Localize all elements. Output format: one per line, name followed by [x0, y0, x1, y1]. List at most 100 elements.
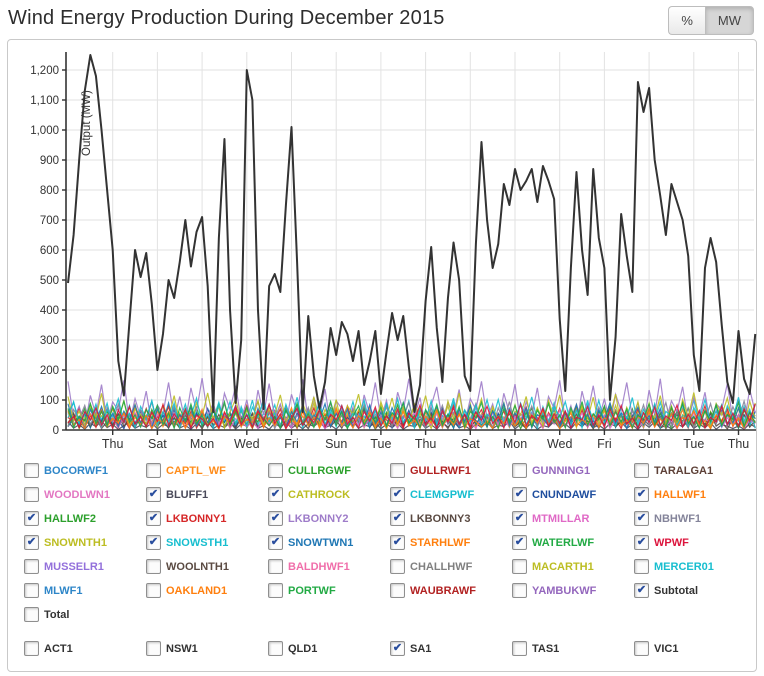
- checkbox-LKBONNY1[interactable]: ✔: [146, 511, 161, 526]
- farm-legend-item-CAPTL_WF[interactable]: CAPTL_WF: [146, 460, 264, 481]
- checkbox-SNOWTWN1[interactable]: ✔: [268, 535, 283, 550]
- checkbox-ACT1[interactable]: [24, 641, 39, 656]
- farm-legend-item-WOOLNTH1[interactable]: WOOLNTH1: [146, 556, 264, 577]
- farm-legend-item-BOCORWF1[interactable]: BOCORWF1: [24, 460, 142, 481]
- farm-legend-item-MTMILLAR[interactable]: ✔ MTMILLAR: [512, 508, 630, 529]
- farm-legend-item-CATHROCK[interactable]: ✔ CATHROCK: [268, 484, 386, 505]
- region-legend-item-QLD1[interactable]: QLD1: [268, 638, 386, 659]
- checkbox-LKBONNY3[interactable]: ✔: [390, 511, 405, 526]
- farm-legend-item-Total[interactable]: Total: [24, 604, 142, 625]
- legend-label: GULLRWF1: [410, 464, 471, 477]
- checkbox-NSW1[interactable]: [146, 641, 161, 656]
- checkbox-SNOWNTH1[interactable]: ✔: [24, 535, 39, 550]
- checkbox-CAPTL_WF[interactable]: [146, 463, 161, 478]
- checkbox-Subtotal[interactable]: ✔: [634, 583, 649, 598]
- farm-legend-item-CLEMGPWF[interactable]: ✔ CLEMGPWF: [390, 484, 508, 505]
- checkbox-CLEMGPWF[interactable]: ✔: [390, 487, 405, 502]
- farm-legend-item-WPWF[interactable]: ✔ WPWF: [634, 532, 752, 553]
- legend-label: MUSSELR1: [44, 560, 104, 573]
- checkbox-SA1[interactable]: ✔: [390, 641, 405, 656]
- checkbox-WOOLNTH1[interactable]: [146, 559, 161, 574]
- percent-toggle-button[interactable]: %: [668, 6, 705, 35]
- legend-label: SNOWSTH1: [166, 536, 229, 549]
- farm-legend-item-BALDHWF1[interactable]: BALDHWF1: [268, 556, 386, 577]
- legend-label: WPWF: [654, 536, 689, 549]
- checkbox-HALLWF1[interactable]: ✔: [634, 487, 649, 502]
- checkbox-WAUBRAWF[interactable]: [390, 583, 405, 598]
- checkbox-BLUFF1[interactable]: ✔: [146, 487, 161, 502]
- checkbox-TARALGA1[interactable]: [634, 463, 649, 478]
- checkbox-MERCER01[interactable]: [634, 559, 649, 574]
- region-legend-item-TAS1[interactable]: TAS1: [512, 638, 630, 659]
- farm-legend-item-LKBONNY3[interactable]: ✔ LKBONNY3: [390, 508, 508, 529]
- checkbox-Total[interactable]: [24, 607, 39, 622]
- y-tick-label: 800: [40, 185, 59, 197]
- legend-label: BOCORWF1: [44, 464, 108, 477]
- checkbox-NBHWF1[interactable]: ✔: [634, 511, 649, 526]
- region-legend-item-VIC1[interactable]: VIC1: [634, 638, 752, 659]
- farm-legend-item-CNUNDAWF[interactable]: ✔ CNUNDAWF: [512, 484, 630, 505]
- checkbox-LKBONNY2[interactable]: ✔: [268, 511, 283, 526]
- farm-legend-item-TARALGA1[interactable]: TARALGA1: [634, 460, 752, 481]
- farm-legend-item-NBHWF1[interactable]: ✔ NBHWF1: [634, 508, 752, 529]
- farm-legend-item-HALLWF1[interactable]: ✔ HALLWF1: [634, 484, 752, 505]
- farm-legend-item-YAMBUKWF[interactable]: YAMBUKWF: [512, 580, 630, 601]
- farm-legend-item-MACARTH1[interactable]: MACARTH1: [512, 556, 630, 577]
- farm-legend-item-GULLRWF1[interactable]: GULLRWF1: [390, 460, 508, 481]
- checkbox-BALDHWF1[interactable]: [268, 559, 283, 574]
- checkbox-MTMILLAR[interactable]: ✔: [512, 511, 527, 526]
- farm-legend-item-LKBONNY2[interactable]: ✔ LKBONNY2: [268, 508, 386, 529]
- checkbox-OAKLAND1[interactable]: [146, 583, 161, 598]
- farm-legend-item-SNOWSTH1[interactable]: ✔ SNOWSTH1: [146, 532, 264, 553]
- y-tick-label: 0: [53, 425, 59, 437]
- checkbox-WPWF[interactable]: ✔: [634, 535, 649, 550]
- farm-legend-item-Subtotal[interactable]: ✔ Subtotal: [634, 580, 752, 601]
- farm-legend-item-OAKLAND1[interactable]: OAKLAND1: [146, 580, 264, 601]
- farm-legend-item-HALLWF2[interactable]: ✔ HALLWF2: [24, 508, 142, 529]
- checkbox-CULLRGWF[interactable]: [268, 463, 283, 478]
- checkbox-YAMBUKWF[interactable]: [512, 583, 527, 598]
- legend-label: LKBONNY2: [288, 512, 349, 525]
- checkbox-TAS1[interactable]: [512, 641, 527, 656]
- checkbox-WOODLWN1[interactable]: [24, 487, 39, 502]
- farm-legend-item-STARHLWF[interactable]: ✔ STARHLWF: [390, 532, 508, 553]
- checkbox-CHALLHWF[interactable]: [390, 559, 405, 574]
- checkbox-BOCORWF1[interactable]: [24, 463, 39, 478]
- farm-legend-item-MLWF1[interactable]: MLWF1: [24, 580, 142, 601]
- region-legend-item-SA1[interactable]: ✔ SA1: [390, 638, 508, 659]
- checkbox-GUNNING1[interactable]: [512, 463, 527, 478]
- region-legend-item-ACT1[interactable]: ACT1: [24, 638, 142, 659]
- checkbox-MACARTH1[interactable]: [512, 559, 527, 574]
- region-legend-item-NSW1[interactable]: NSW1: [146, 638, 264, 659]
- farm-legend-item-LKBONNY1[interactable]: ✔ LKBONNY1: [146, 508, 264, 529]
- farm-legend-item-CHALLHWF[interactable]: CHALLHWF: [390, 556, 508, 577]
- checkbox-HALLWF2[interactable]: ✔: [24, 511, 39, 526]
- farm-legend-item-SNOWNTH1[interactable]: ✔ SNOWNTH1: [24, 532, 142, 553]
- checkbox-WATERLWF[interactable]: ✔: [512, 535, 527, 550]
- farm-legend-item-GUNNING1[interactable]: GUNNING1: [512, 460, 630, 481]
- checkbox-VIC1[interactable]: [634, 641, 649, 656]
- checkbox-MLWF1[interactable]: [24, 583, 39, 598]
- farm-legend-item-MUSSELR1[interactable]: MUSSELR1: [24, 556, 142, 577]
- checkbox-CATHROCK[interactable]: ✔: [268, 487, 283, 502]
- y-tick-label: 500: [40, 275, 59, 287]
- farm-legend-item-CULLRGWF[interactable]: CULLRGWF: [268, 460, 386, 481]
- farm-legend-item-WAUBRAWF[interactable]: WAUBRAWF: [390, 580, 508, 601]
- legend-label: Total: [44, 608, 70, 621]
- checkbox-SNOWSTH1[interactable]: ✔: [146, 535, 161, 550]
- checkbox-STARHLWF[interactable]: ✔: [390, 535, 405, 550]
- farm-legend-item-PORTWF[interactable]: PORTWF: [268, 580, 386, 601]
- farm-legend-item-WATERLWF[interactable]: ✔ WATERLWF: [512, 532, 630, 553]
- x-tick-label: Sun: [325, 437, 347, 451]
- checkbox-QLD1[interactable]: [268, 641, 283, 656]
- mw-toggle-button[interactable]: MW: [704, 6, 754, 35]
- y-tick-label: 900: [40, 155, 59, 167]
- farm-legend-item-MERCER01[interactable]: MERCER01: [634, 556, 752, 577]
- farm-legend-item-WOODLWN1[interactable]: WOODLWN1: [24, 484, 142, 505]
- checkbox-PORTWF[interactable]: [268, 583, 283, 598]
- checkbox-MUSSELR1[interactable]: [24, 559, 39, 574]
- checkbox-GULLRWF1[interactable]: [390, 463, 405, 478]
- farm-legend-item-BLUFF1[interactable]: ✔ BLUFF1: [146, 484, 264, 505]
- farm-legend-item-SNOWTWN1[interactable]: ✔ SNOWTWN1: [268, 532, 386, 553]
- checkbox-CNUNDAWF[interactable]: ✔: [512, 487, 527, 502]
